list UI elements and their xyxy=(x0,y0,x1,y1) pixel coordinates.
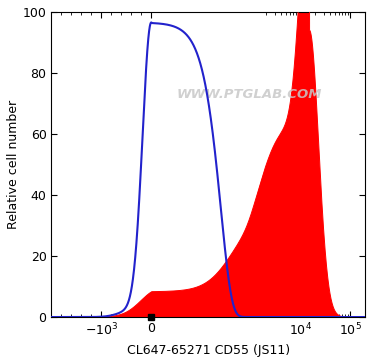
Text: WWW.PTGLAB.COM: WWW.PTGLAB.COM xyxy=(176,88,322,101)
X-axis label: CL647-65271 CD55 (JS11): CL647-65271 CD55 (JS11) xyxy=(127,344,290,357)
Y-axis label: Relative cell number: Relative cell number xyxy=(7,100,20,229)
